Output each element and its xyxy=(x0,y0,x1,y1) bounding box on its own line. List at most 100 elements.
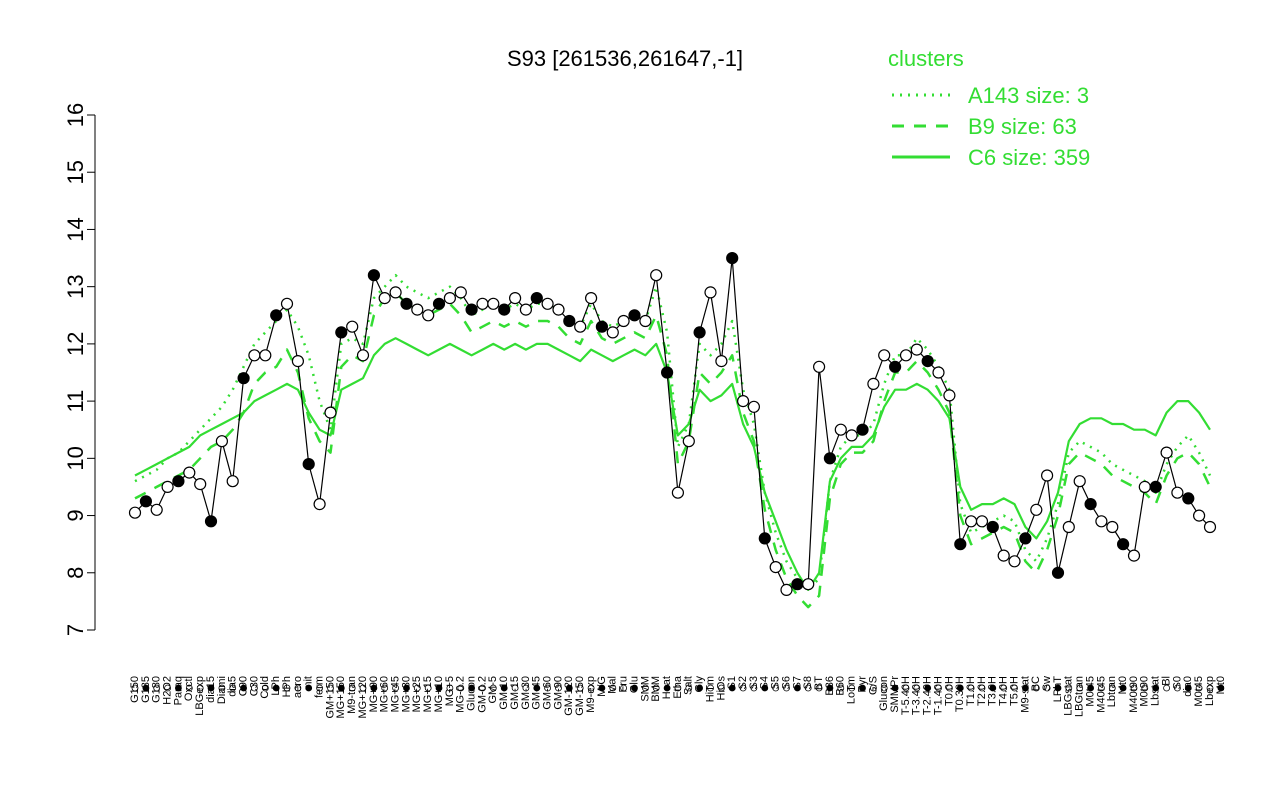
data-point xyxy=(519,303,533,316)
x-marker xyxy=(815,684,823,692)
x-marker xyxy=(620,684,627,692)
x-marker xyxy=(902,684,910,692)
x-marker xyxy=(1174,684,1181,692)
x-marker xyxy=(848,684,856,692)
data-point xyxy=(346,320,359,333)
data-point xyxy=(639,314,652,328)
x-tick-label: M0t45 xyxy=(1193,676,1205,707)
x-tick-label: S6 xyxy=(780,676,792,689)
y-axis: 7 8 9 10 11 12 13 14 15 16 xyxy=(63,103,96,636)
data-point xyxy=(280,297,294,310)
x-marker xyxy=(794,684,801,692)
data-point xyxy=(1073,475,1086,488)
x-tick-label: dia15 xyxy=(205,676,217,703)
data-point xyxy=(443,292,456,305)
x-marker xyxy=(891,684,899,692)
y-tick-label: 12 xyxy=(63,332,88,356)
x-tick-label: Mt0 xyxy=(1117,676,1129,694)
x-tick-label: M9-tran xyxy=(346,676,358,714)
x-tick-label: GM-10 xyxy=(498,676,510,710)
x-tick-label: Fru xyxy=(618,676,630,693)
data-point xyxy=(856,423,869,436)
x-marker xyxy=(392,684,400,692)
x-tick-label: Pyr xyxy=(856,676,868,693)
data-point xyxy=(758,532,771,545)
x-tick-label: Glucon xyxy=(878,676,890,711)
x-marker xyxy=(978,684,986,692)
x-marker xyxy=(1217,684,1225,692)
x-marker xyxy=(479,684,486,692)
x-marker xyxy=(446,684,454,692)
x-tick-label: GM-30 xyxy=(520,676,532,710)
x-marker xyxy=(283,684,291,692)
x-tick-label: GM-120 xyxy=(563,676,575,716)
data-point xyxy=(1127,549,1141,562)
data-point xyxy=(964,515,978,528)
x-marker xyxy=(1152,684,1160,692)
x-marker xyxy=(240,684,248,692)
x-marker xyxy=(565,684,573,692)
x-marker xyxy=(544,684,551,692)
x-tick-label: Mal xyxy=(607,676,619,694)
data-point xyxy=(878,349,891,362)
y-tick-label: 13 xyxy=(63,274,88,298)
x-marker xyxy=(674,684,682,692)
x-marker xyxy=(142,684,150,692)
data-point xyxy=(715,355,728,368)
x-marker xyxy=(707,684,714,692)
data-point xyxy=(736,395,750,408)
y-tick-label: 10 xyxy=(63,446,88,470)
data-point xyxy=(1008,555,1021,568)
data-point xyxy=(487,297,500,310)
data-point xyxy=(139,495,152,508)
x-tick-label: S3 xyxy=(748,676,760,689)
x-tick-label: GM-60 xyxy=(542,676,554,710)
x-tick-label: Lbstat xyxy=(1150,676,1162,706)
data-points xyxy=(128,252,1217,597)
legend-title: clusters xyxy=(888,46,964,71)
x-tick-label: MG+90 xyxy=(368,676,380,712)
x-marker xyxy=(229,684,237,692)
y-tick-label: 15 xyxy=(63,160,88,184)
x-tick-label: GM-45 xyxy=(531,676,543,710)
data-point xyxy=(248,349,261,362)
x-marker xyxy=(435,684,443,692)
x-tick-label: G135 xyxy=(140,676,152,703)
x-tick-label: T0.0H xyxy=(943,676,955,706)
x-marker xyxy=(642,684,649,692)
x-axis: G150G135G180H2O2ParaqOxctlLBGexpdia15Dia… xyxy=(129,675,1227,718)
data-point xyxy=(313,498,326,511)
x-marker xyxy=(359,684,367,692)
x-tick-label: T-1.40H xyxy=(932,676,944,715)
data-point xyxy=(508,292,522,305)
x-tick-label: S4 xyxy=(759,676,771,689)
x-marker xyxy=(761,684,769,692)
x-marker xyxy=(261,684,269,692)
x-tick-label: GM-90 xyxy=(552,676,564,710)
data-point xyxy=(812,360,826,373)
x-tick-label: T0.30H xyxy=(954,676,966,712)
x-tick-label: M40t45 xyxy=(1095,676,1107,713)
data-point xyxy=(128,506,142,519)
x-marker xyxy=(500,684,508,692)
data-point xyxy=(954,538,967,551)
data-point xyxy=(693,326,706,339)
data-point xyxy=(660,366,674,379)
data-point xyxy=(997,549,1010,562)
x-marker xyxy=(348,684,356,692)
x-marker xyxy=(631,684,638,692)
x-tick-label: Lbtran xyxy=(1106,676,1118,707)
data-point xyxy=(367,269,380,282)
x-tick-label: G/S xyxy=(867,676,879,695)
x-marker xyxy=(935,684,942,692)
data-point xyxy=(215,435,228,448)
x-tick-label: Gly xyxy=(694,676,706,693)
x-tick-label: LoTm xyxy=(846,676,858,704)
data-point xyxy=(932,366,945,379)
x-marker xyxy=(250,684,258,692)
x-tick-label: S8 xyxy=(802,676,814,689)
data-point xyxy=(986,520,999,534)
x-tick-label: S2 xyxy=(737,676,749,689)
x-tick-label: MG+10 xyxy=(433,676,445,712)
x-marker xyxy=(1065,684,1073,692)
